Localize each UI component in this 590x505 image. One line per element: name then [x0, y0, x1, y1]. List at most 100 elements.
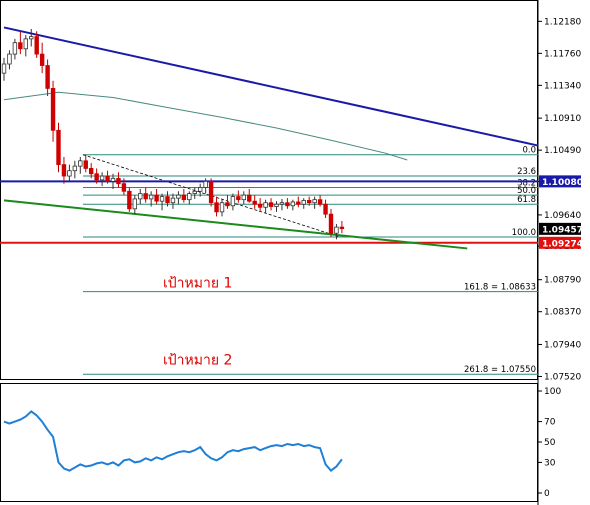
candle-body	[12, 42, 18, 55]
candle-body	[1, 63, 7, 74]
candle-body	[257, 203, 263, 208]
candle-body	[78, 160, 83, 167]
fibonacci-layer: 0.0 23.638.250.061.8 100.0 161.8 = 1.08633 2…	[82, 146, 538, 375]
candle-body	[39, 53, 45, 66]
candle-body	[339, 226, 345, 230]
candle-body	[296, 201, 301, 205]
candle-body	[138, 193, 143, 200]
price-badges-layer: 1.10080 1.09457 1.09274	[539, 175, 583, 249]
candle-body	[241, 194, 246, 201]
candle-body	[279, 202, 285, 205]
candle-body	[148, 194, 154, 200]
candle-body	[301, 200, 306, 205]
candle-body	[290, 201, 296, 207]
candle-body	[23, 38, 28, 50]
price-tick-label: 1.08370	[544, 308, 581, 318]
candle-body	[236, 196, 241, 201]
candle-body	[94, 173, 99, 181]
candle-body	[317, 199, 323, 205]
price-panel	[0, 0, 538, 380]
oscillator-tick-label: 70	[544, 418, 556, 428]
horizontal-lines-layer	[0, 180, 538, 244]
price-tick-label: 1.07940	[544, 340, 581, 350]
price-tick-label: 1.11340	[544, 81, 581, 91]
fib-level-label: 0.0	[522, 146, 536, 156]
price-tick-label: 1.08790	[544, 276, 581, 286]
candle-body	[263, 202, 268, 208]
candle-body	[203, 180, 208, 188]
fib-level-label: 161.8 = 1.08633	[464, 283, 536, 293]
targets-layer: เป้าหมาย 1 เป้าหมาย 2	[163, 276, 232, 369]
oscillator-tick-label: 30	[544, 458, 556, 468]
oscillator-panel	[0, 383, 538, 502]
candle-body	[165, 196, 170, 204]
candle-body	[132, 198, 137, 210]
price-tick-label: 1.09640	[544, 211, 581, 221]
candle-body	[99, 175, 105, 181]
oscillator-axis: 100 70 50 30 0	[538, 387, 561, 499]
candle-body	[274, 203, 279, 207]
price-badge	[539, 236, 581, 249]
price-axis: 1.12180 1.11760 1.11340 1.10910 1.10490 1.100…	[538, 17, 581, 382]
candle-body	[268, 202, 274, 207]
candle-body	[230, 196, 236, 207]
candle-body	[252, 200, 257, 205]
price-badge	[539, 222, 581, 235]
candle-body	[89, 168, 94, 175]
candle-body	[247, 194, 252, 202]
candle-body	[159, 196, 165, 202]
price-tick-label: 1.10910	[544, 114, 581, 124]
candle-body	[219, 202, 225, 213]
candle-body	[334, 226, 339, 234]
moving-average-layer	[3, 91, 408, 161]
price-tick-label: 1.07520	[544, 372, 581, 382]
target-label: เป้าหมาย 2	[163, 353, 232, 369]
candle-body	[45, 65, 50, 89]
candle-body	[29, 36, 34, 40]
trend-line	[3, 26, 539, 147]
candle-body	[72, 165, 78, 172]
candle-body	[176, 194, 181, 199]
candle-body	[105, 175, 110, 182]
candle-body	[328, 213, 334, 234]
oscillator-tick-label: 0	[544, 489, 550, 499]
candle-body	[323, 203, 328, 215]
target-label: เป้าหมาย 1	[163, 276, 232, 292]
candle-body	[197, 187, 203, 192]
candle-body	[312, 199, 317, 204]
price-tick-label: 1.11760	[544, 49, 581, 59]
candle-body	[83, 160, 88, 169]
candle-body	[192, 190, 197, 194]
price-tick-label: 1.12180	[544, 17, 581, 27]
candle-body	[170, 197, 176, 204]
fib-level-label: 23.6	[517, 167, 536, 177]
price-badge-label: 1.10080	[542, 178, 583, 188]
fib-level-label: 261.8 = 1.07550	[464, 365, 536, 375]
candle-body	[7, 53, 12, 65]
oscillator-tick-label: 50	[544, 438, 556, 448]
price-tick-label: 1.10490	[544, 146, 581, 156]
candle-body	[154, 194, 159, 202]
candle-body	[306, 200, 312, 204]
candle-body	[61, 164, 67, 177]
oscillator-tick-label: 100	[544, 387, 561, 397]
price-badge-label: 1.09457	[542, 225, 583, 235]
candle-body	[67, 170, 72, 177]
price-badge-label: 1.09274	[542, 239, 583, 249]
moving-average-line	[3, 91, 408, 161]
candle-body	[50, 88, 56, 131]
candle-body	[18, 42, 23, 50]
candles-layer	[1, 28, 345, 240]
trend-line	[3, 199, 468, 250]
candle-body	[127, 190, 132, 210]
candle-body	[225, 202, 230, 207]
candle-body	[208, 180, 214, 204]
fib-level-label: 100.0	[512, 228, 536, 238]
candle-body	[121, 183, 127, 192]
candle-body	[110, 177, 116, 182]
candle-body	[116, 177, 121, 185]
candle-body	[34, 36, 39, 55]
candle-body	[143, 193, 148, 200]
fib-level-label: 38.2	[517, 178, 536, 188]
